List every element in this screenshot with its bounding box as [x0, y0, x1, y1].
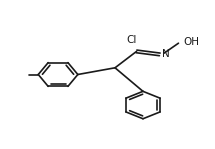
Text: OH: OH — [183, 37, 199, 47]
Text: Cl: Cl — [126, 35, 136, 45]
Text: N: N — [162, 49, 170, 59]
